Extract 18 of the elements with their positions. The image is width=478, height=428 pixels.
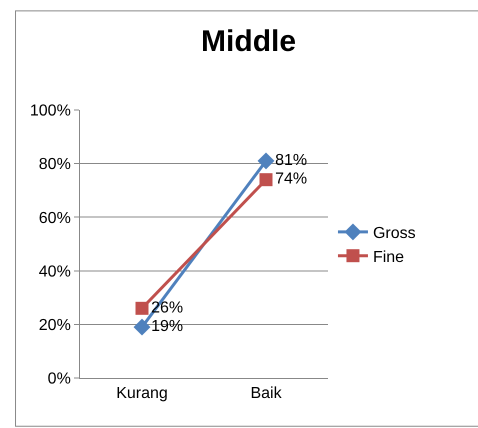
chart-title: Middle (201, 24, 296, 58)
y-tick-label: 60% (38, 210, 71, 227)
point (260, 173, 272, 186)
data-label: 74% (275, 170, 308, 188)
data-label: 19% (151, 318, 184, 336)
x-tick-label: Kurang (116, 385, 168, 402)
point (134, 318, 150, 336)
point (136, 302, 148, 315)
y-tick-label: 20% (38, 317, 71, 334)
y-tick-label: 80% (38, 156, 71, 174)
y-tick-label: 100% (30, 102, 71, 120)
y-tick-label: 40% (38, 263, 71, 280)
legend-label: Fine (372, 248, 404, 266)
point (258, 152, 274, 170)
y-tick-label: 0% (48, 370, 71, 388)
legend-label: Gross (372, 225, 416, 242)
x-tick-label: Baik (250, 385, 283, 402)
data-label: 81% (275, 152, 308, 169)
